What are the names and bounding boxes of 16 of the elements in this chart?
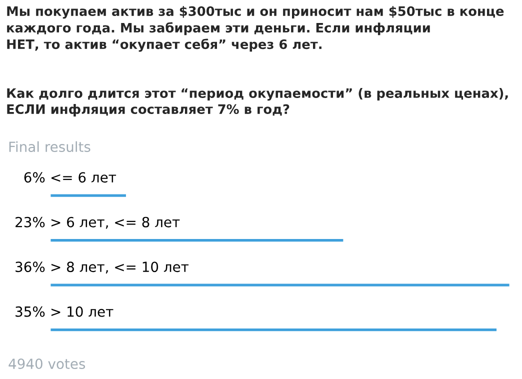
- data-label: 23%: [16, 216, 45, 228]
- data-label: 36%: [16, 262, 45, 272]
- bar: [50, 238, 345, 244]
- bar: [50, 192, 128, 198]
- bar: [50, 327, 498, 333]
- y-tick-label: > 8 лет, <= 10 лет: [51, 262, 189, 274]
- chart-title: Мы покупаем актив за $300тыс и он приносит нам $50тыс в конце каждого года. Мы забираем эти деньги. Если инфляции НЕТ, то актив “окупает себя” через 6 лет.: [7, 6, 504, 52]
- data-label: 35%: [16, 306, 45, 317]
- y-tick-label: <= 6 лет: [51, 172, 116, 183]
- text: Final results: [9, 141, 90, 152]
- chart-subtitle: Как долго длится этот “период окупаемости” (в реальных ценах), ЕСЛИ инфляция составляет 7% в год?: [7, 88, 508, 117]
- y-tick-label: > 10 лет: [51, 306, 114, 317]
- y-tick-label: > 6 лет, <= 8 лет: [51, 216, 180, 229]
- data-label: 6%: [24, 172, 45, 183]
- text: 4940 votes: [8, 358, 86, 370]
- bar: [50, 282, 510, 288]
